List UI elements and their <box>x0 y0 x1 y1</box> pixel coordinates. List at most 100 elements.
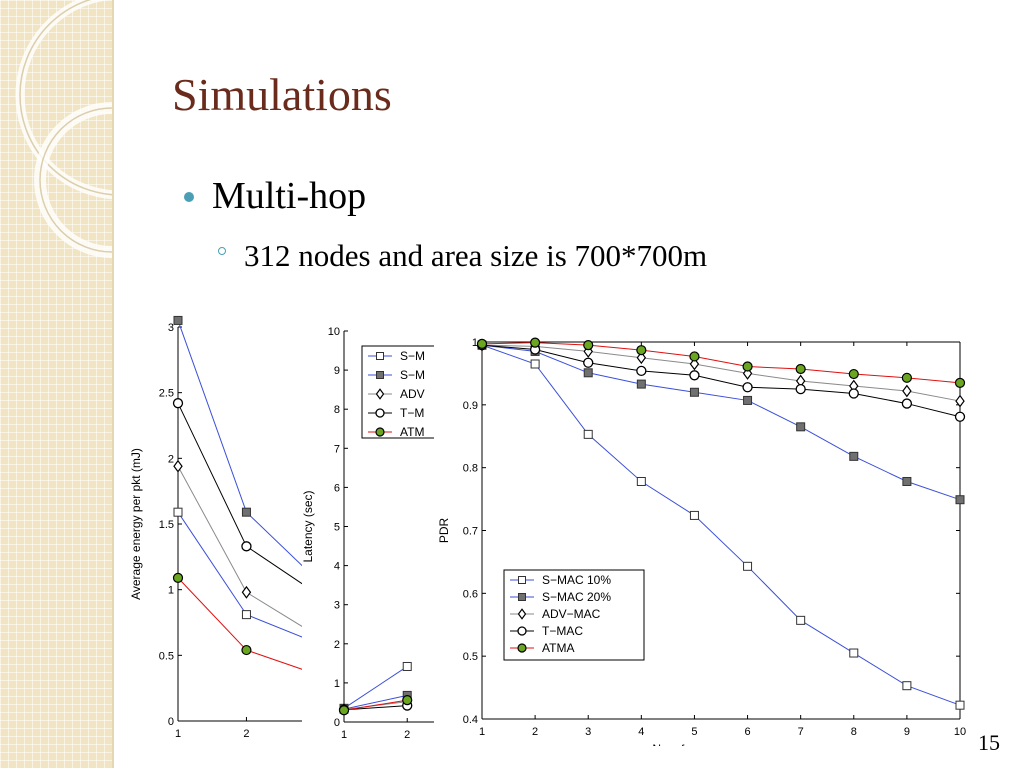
legend-marker <box>518 576 526 584</box>
legend-box <box>503 569 645 661</box>
legend-marker <box>376 352 384 360</box>
data-point <box>954 377 966 388</box>
y-tick-label: 0 <box>168 716 174 728</box>
x-tick-label: 1 <box>341 729 347 741</box>
data-point <box>743 395 753 405</box>
series-line <box>177 577 304 671</box>
y-axis-label: PDR <box>437 518 451 544</box>
x-tick-label: 2 <box>404 729 410 741</box>
data-point <box>954 411 966 422</box>
legend-label: T−M <box>400 406 424 420</box>
sidebar-rings-decoration <box>15 0 225 258</box>
legend-marker <box>517 608 527 620</box>
y-tick-label: 7 <box>334 443 340 455</box>
decorative-sidebar <box>0 0 225 768</box>
legend-label: ATM <box>400 425 424 439</box>
legend-label: S−MAC 10% <box>542 573 611 587</box>
legend-label: T−MAC <box>542 624 583 638</box>
y-tick-label: 4 <box>334 561 340 573</box>
data-point <box>530 337 541 348</box>
data-point <box>241 541 252 552</box>
x-tick-label: 6 <box>744 726 750 738</box>
data-point <box>795 363 806 375</box>
data-point <box>583 340 594 351</box>
data-point <box>583 368 593 378</box>
y-tick-label: 2 <box>168 453 174 465</box>
x-axis-label: No. of sources <box>652 742 729 746</box>
y-tick-label: 2 <box>334 639 340 651</box>
data-point <box>955 495 965 505</box>
data-point <box>848 368 859 380</box>
series-line <box>177 465 304 629</box>
series-line <box>343 705 408 711</box>
series-line <box>343 699 408 711</box>
slide-title: Simulations <box>172 69 392 120</box>
data-point <box>689 370 700 381</box>
data-point <box>743 561 753 571</box>
y-axis-label: Average energy per pkt (mJ) <box>129 448 143 600</box>
pdr-chart: 0.4 0.5 0.6 0.7 0.8 0.9 1 1 2 3 4 5 6 7 8 9 10 PDR No. of … <box>434 322 976 746</box>
data-point <box>742 361 753 372</box>
data-point <box>173 507 183 517</box>
data-point <box>955 394 965 408</box>
bullet-dot-icon <box>184 192 194 202</box>
series-line <box>481 342 961 384</box>
data-point <box>902 476 912 486</box>
data-point <box>172 572 184 583</box>
energy-chart: 00.511.522.53123Average energy per pkt (… <box>122 314 304 754</box>
series-line <box>177 511 304 639</box>
y-tick-label: 10 <box>328 326 340 338</box>
y-tick-label: 0.5 <box>463 651 478 663</box>
data-point <box>476 338 488 349</box>
y-tick-label: 1 <box>168 585 174 597</box>
y-tick-label: 0.9 <box>463 400 478 412</box>
x-tick-label: 8 <box>851 726 857 738</box>
data-point <box>241 644 252 656</box>
y-tick-label: 2.5 <box>159 388 174 400</box>
data-point <box>583 357 594 368</box>
sub-bullet-nodes-area: 312 nodes and area size is 700*700m <box>244 238 708 273</box>
data-point <box>848 388 859 399</box>
x-tick-label: 4 <box>638 726 644 738</box>
data-point <box>689 357 700 371</box>
legend-marker <box>375 408 385 418</box>
bullet-multi-hop: Multi-hop <box>212 175 367 217</box>
y-tick-label: 1.5 <box>159 519 174 531</box>
page-number: 15 <box>978 730 1000 755</box>
data-point <box>689 510 699 520</box>
data-point <box>742 382 753 393</box>
series-line <box>481 344 961 402</box>
data-point <box>901 398 913 409</box>
data-point <box>902 384 912 398</box>
x-tick-label: 7 <box>798 726 804 738</box>
data-point <box>796 422 806 432</box>
data-point <box>955 700 965 710</box>
data-point <box>849 451 859 461</box>
legend-marker <box>375 388 385 400</box>
legend-marker <box>517 626 527 636</box>
data-point <box>338 705 350 716</box>
x-tick-label: 9 <box>904 726 910 738</box>
legend-marker <box>376 371 384 379</box>
y-tick-label: 8 <box>334 404 340 416</box>
legend-marker <box>375 427 385 437</box>
series-line <box>343 666 408 709</box>
data-point <box>241 585 252 599</box>
series-line <box>177 320 304 569</box>
legend-marker <box>518 593 526 601</box>
y-tick-label: 1 <box>334 678 340 690</box>
legend-label: ADV <box>400 387 425 401</box>
data-point <box>636 345 647 356</box>
data-point <box>241 507 251 517</box>
data-point <box>689 351 700 362</box>
series-line <box>481 344 961 706</box>
y-tick-label: 1 <box>472 337 478 349</box>
legend-label: ADV−MAC <box>542 607 601 621</box>
y-tick-label: 0 <box>334 717 340 729</box>
data-point <box>636 476 646 486</box>
data-point <box>636 365 647 377</box>
data-point <box>902 681 912 691</box>
y-tick-label: 3 <box>168 322 174 334</box>
sub-bullet-circle-icon <box>218 247 226 255</box>
